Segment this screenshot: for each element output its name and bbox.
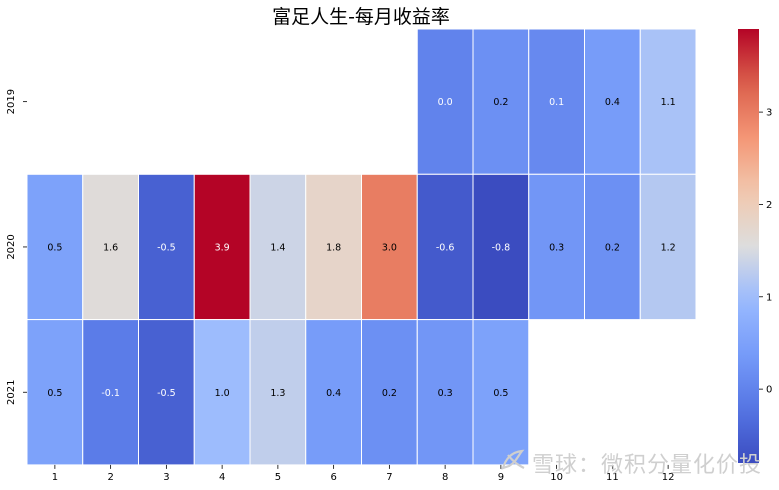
- cell-value-label: 1.6: [103, 242, 118, 253]
- cell-value-label: 0.1: [549, 97, 564, 108]
- x-tick-label: 12: [662, 472, 675, 483]
- cell-value-label: 0.2: [382, 388, 397, 399]
- colorbar-ticks: 0 1 2 3: [759, 108, 772, 396]
- cell-value-label: 0.5: [47, 388, 62, 399]
- heatmap-cell: [138, 173, 195, 321]
- cell-value-label: 1.2: [661, 242, 676, 253]
- cell-value-label: 1.0: [215, 388, 230, 399]
- heatmap-cell: [472, 28, 530, 175]
- cell-value-label: 3.0: [382, 242, 397, 253]
- cell-value-label: 3.9: [215, 242, 230, 253]
- heatmap-cell: [26, 173, 84, 321]
- cell-value-label: 0.2: [605, 242, 620, 253]
- heatmap-cell: [416, 319, 474, 466]
- x-tick-label: 11: [606, 472, 619, 483]
- x-tick-label: 1: [52, 472, 58, 483]
- heatmap-cell: [472, 173, 530, 321]
- heatmap-cell: [639, 28, 697, 175]
- x-tick-label: 8: [442, 472, 448, 483]
- heatmap-cell: [249, 173, 307, 321]
- cell-value-label: 0.3: [438, 388, 453, 399]
- heatmap-cell: [361, 173, 418, 321]
- x-tick-label: 4: [219, 472, 225, 483]
- cell-value-label: 0.5: [493, 388, 508, 399]
- heatmap-cell: [82, 319, 139, 466]
- cell-value-label: 0.4: [326, 388, 341, 399]
- x-tick-label: 9: [498, 472, 504, 483]
- cell-value-label: 0.5: [47, 242, 62, 253]
- heatmap-cell: [193, 319, 251, 466]
- heatmap-cell: [416, 28, 474, 175]
- colorbar-tick-label: 3: [766, 108, 772, 119]
- heatmap-cell: [416, 173, 474, 321]
- y-axis: 2019 2020 2021: [6, 89, 27, 405]
- colorbar-gradient: [738, 29, 759, 463]
- cell-value-label: -0.5: [157, 242, 176, 253]
- x-tick-label: 5: [275, 472, 281, 483]
- cell-value-label: -0.6: [436, 242, 455, 253]
- x-tick-label: 10: [550, 472, 563, 483]
- cell-value-label: 1.1: [661, 97, 676, 108]
- heatmap-cell: [138, 319, 195, 466]
- cell-value-label: 0.0: [438, 97, 453, 108]
- y-tick-label: 2019: [6, 89, 17, 114]
- cell-value-label: 1.8: [326, 242, 341, 253]
- cell-value-label: -0.1: [101, 388, 120, 399]
- colorbar-tick-label: 2: [766, 200, 772, 211]
- cell-value-label: -0.8: [492, 242, 511, 253]
- cell-value-label: 0.3: [549, 242, 564, 253]
- heatmap-cells: 0.0 0.2 0.1 0.4 1.1 0.5 1.6 -0.5 3.9 1.4 1.8 3.0 -0.…: [26, 28, 697, 466]
- y-tick-label: 2021: [6, 380, 17, 405]
- x-axis: 1 2 3 4 5 6 7 8 9 10 11 12: [52, 464, 675, 483]
- cell-value-label: 1.4: [270, 242, 285, 253]
- cell-value-label: 0.2: [493, 97, 508, 108]
- chart-title: 富足人生-每月收益率: [272, 6, 450, 28]
- heatmap-cell: [584, 173, 641, 321]
- heatmap-cell: [528, 28, 585, 175]
- x-tick-label: 6: [330, 472, 336, 483]
- heatmap-cell: [584, 28, 641, 175]
- snowball-logo-icon: [500, 448, 528, 476]
- y-tick-label: 2020: [6, 234, 17, 259]
- watermark-text: 雪球：微积分量化价投: [532, 453, 763, 478]
- colorbar-tick-label: 1: [766, 292, 772, 303]
- x-tick-label: 2: [107, 472, 113, 483]
- heatmap-cell: [472, 319, 530, 466]
- colorbar: 0 1 2 3: [738, 29, 772, 463]
- cell-value-label: 0.4: [605, 97, 620, 108]
- cell-value-label: -0.5: [157, 388, 176, 399]
- heatmap-cell: [305, 319, 362, 466]
- cell-value-label: 1.3: [270, 388, 285, 399]
- x-tick-label: 7: [386, 472, 392, 483]
- heatmap-cell: [249, 319, 307, 466]
- x-tick-label: 3: [163, 472, 169, 483]
- colorbar-tick-label: 0: [766, 385, 772, 396]
- heatmap-cell: [639, 173, 697, 321]
